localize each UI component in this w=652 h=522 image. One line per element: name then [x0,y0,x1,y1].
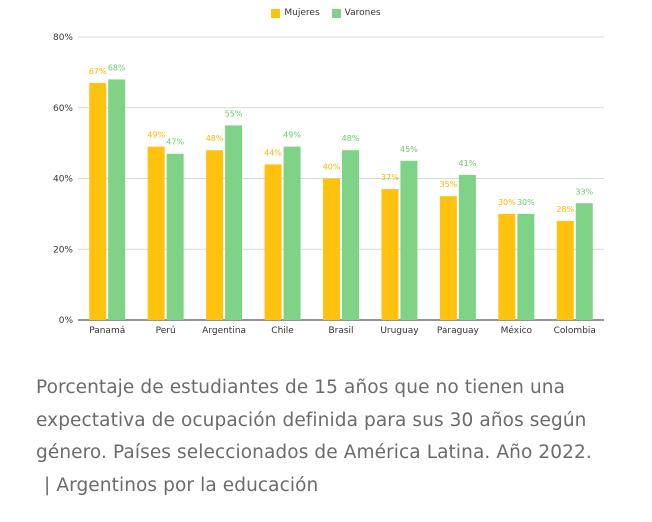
data-label-varones: 48% [342,134,360,143]
chart-legend: Mujeres Varones [0,8,652,18]
data-label-mujeres: 40% [323,163,341,172]
y-tick-label: 60% [53,104,73,114]
legend-swatch-varones [331,8,341,18]
bar-mujeres [89,82,107,320]
data-label-varones: 45% [400,145,418,154]
bar-mujeres [147,146,165,320]
y-tick-label: 80% [53,33,73,43]
data-label-varones: 30% [517,198,535,207]
bar-varones [458,174,476,320]
bar-varones [225,125,243,320]
legend-swatch-mujeres [271,8,281,18]
bar-mujeres [323,178,340,320]
y-tick-label: 0% [59,316,74,326]
data-label-mujeres: 44% [264,148,282,157]
data-label-mujeres: 67% [89,67,107,76]
bar-mujeres [264,164,282,320]
x-tick-label: Panamá [89,326,125,336]
legend-item-varones: Varones [331,8,381,18]
x-tick-label: Chile [271,326,294,336]
bar-varones [108,79,126,320]
x-tick-label: Argentina [202,326,246,336]
x-tick-label: Paraguay [437,326,480,336]
data-label-varones: 68% [108,63,126,72]
y-tick-label: 20% [53,245,73,255]
bar-mujeres [498,213,516,320]
chart-caption: Porcentaje de estudiantes de 15 años que… [36,372,626,502]
data-label-mujeres: 28% [556,205,574,214]
bar-varones [400,160,418,320]
legend-item-mujeres: Mujeres [271,8,320,18]
bar-varones [166,153,184,320]
data-label-mujeres: 48% [206,134,224,143]
data-label-mujeres: 49% [147,131,165,140]
data-label-mujeres: 30% [498,198,516,207]
x-tick-label: Perú [156,326,176,336]
bar-varones [517,213,535,320]
data-label-varones: 55% [225,109,243,118]
x-tick-label: México [501,325,533,336]
data-label-varones: 47% [166,138,184,147]
bar-mujeres [439,196,457,320]
legend-label-mujeres: Mujeres [284,8,320,18]
data-label-varones: 41% [458,159,476,168]
data-label-varones: 49% [283,131,301,140]
bar-mujeres [556,220,574,320]
y-tick-label: 40% [53,175,73,185]
data-label-mujeres: 35% [439,180,457,189]
bar-chart: 0%20%40%60%80%67% 68%Panamá49%47%Perú48%5… [53,33,604,336]
x-tick-label: Uruguay [380,326,419,336]
caption-text: Porcentaje de estudiantes de 15 años que… [36,377,592,463]
x-tick-label: Brasil [328,326,353,336]
bar-varones [575,203,593,320]
data-label-varones: 33% [575,187,593,196]
bar-mujeres [206,150,224,320]
data-label-mujeres: 37% [381,173,399,182]
bar-varones [342,150,359,320]
bar-mujeres [381,189,399,320]
legend-label-varones: Varones [344,8,381,18]
x-tick-label: Colombia [554,326,596,336]
caption-source: | Argentinos por la educación [44,474,319,496]
bar-varones [283,146,301,320]
